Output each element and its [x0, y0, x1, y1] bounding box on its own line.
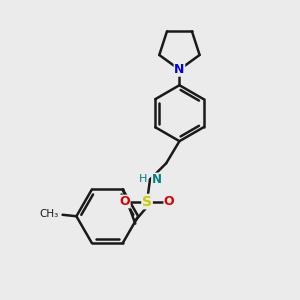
- Text: N: N: [174, 63, 184, 76]
- Text: N: N: [152, 173, 161, 186]
- Text: O: O: [120, 195, 130, 208]
- Text: O: O: [164, 195, 175, 208]
- Text: CH₃: CH₃: [40, 209, 59, 219]
- Text: H: H: [139, 174, 147, 184]
- Text: S: S: [142, 194, 152, 208]
